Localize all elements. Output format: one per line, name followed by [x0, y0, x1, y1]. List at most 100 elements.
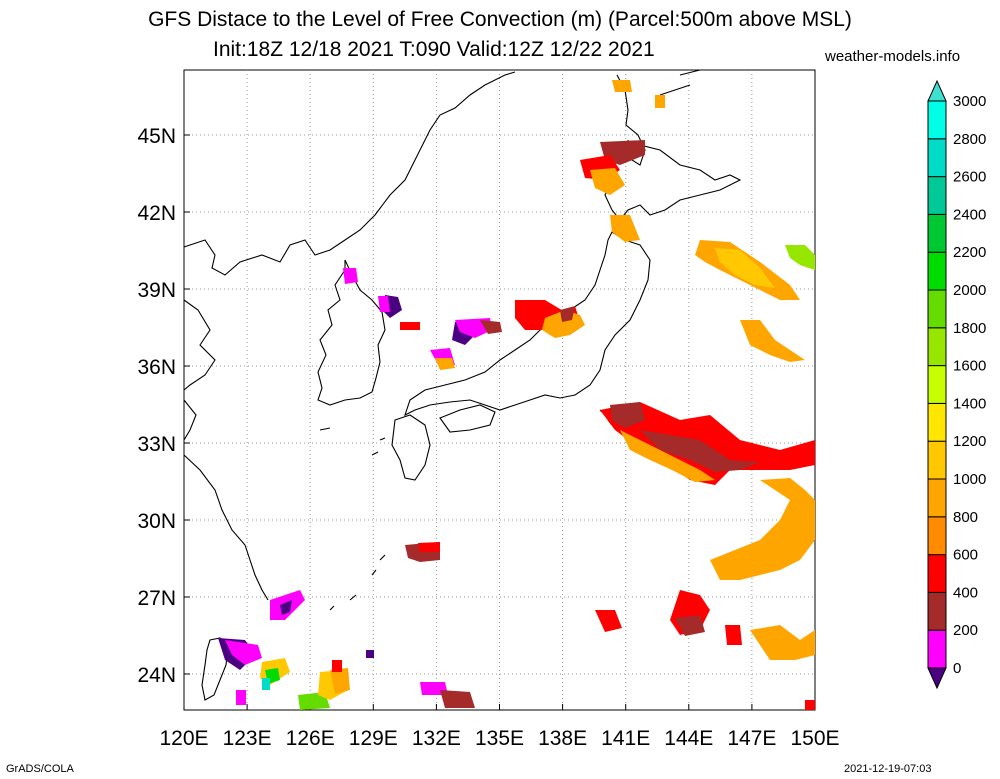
colorbar-swatch	[927, 327, 947, 367]
lon-label: 123E	[223, 727, 272, 750]
colorbar-swatch	[927, 554, 947, 593]
colorbar-high-arrow	[927, 79, 947, 102]
lon-label: 129E	[349, 727, 398, 750]
lon-label: 150E	[790, 727, 839, 750]
field-purple-4	[280, 600, 292, 615]
colorbar-label: 1400	[953, 395, 986, 412]
colorbar-label: 2800	[953, 131, 986, 148]
field-red-5	[805, 700, 815, 710]
colorbar-swatch	[927, 289, 947, 329]
latitude-labels: 45N 42N 39N 36N 33N 30N 27N 24N	[137, 125, 176, 687]
field-orange-12	[330, 668, 350, 694]
colorbar-swatch	[927, 100, 947, 140]
field-purple-5	[366, 650, 374, 658]
longitude-labels: 120E 123E 126E 129E 132E 135E 138E 141E 144E 147E…	[159, 727, 839, 750]
field-orange-2	[740, 320, 805, 362]
colorbar-label: 200	[953, 622, 978, 639]
field-brown-4	[560, 306, 575, 322]
lon-label: 126E	[286, 727, 335, 750]
colorbar-label: 400	[953, 584, 978, 601]
lat-label: 36N	[137, 356, 176, 379]
lon-label: 120E	[159, 727, 208, 750]
colorbar-label: 1000	[953, 471, 986, 488]
colorbar-swatch	[927, 365, 947, 404]
colorbar-label: 1800	[953, 320, 986, 337]
china-coast-2	[183, 399, 269, 601]
lfc-field	[218, 80, 815, 710]
colorbar-swatch	[927, 440, 947, 480]
colorbar-swatch	[927, 402, 947, 442]
colorbar-swatch	[927, 629, 947, 669]
colorbar-swatch	[927, 251, 947, 291]
field-magenta-8	[236, 690, 246, 705]
colorbar-label: 2600	[953, 169, 986, 186]
colorbar-label: 2200	[953, 244, 986, 261]
map-title: GFS Distace to the Level of Free Convect…	[148, 8, 852, 31]
field-cyan-1	[262, 678, 270, 690]
lat-label: 39N	[137, 279, 176, 302]
lat-label: 30N	[137, 510, 176, 533]
japan-west-islands	[319, 427, 386, 456]
sakhalin-coast	[616, 74, 646, 166]
field-red-7	[400, 322, 420, 330]
lat-label: 27N	[137, 587, 176, 610]
colorbar-swatch	[927, 213, 947, 253]
field-green-1	[785, 245, 815, 270]
field-orange-9	[610, 215, 640, 242]
field-orange-4	[710, 478, 815, 580]
kyushu-coast	[391, 414, 431, 481]
field-orange-5	[750, 625, 815, 660]
lon-label: 135E	[475, 727, 524, 750]
colorbar-label: 1600	[953, 358, 986, 375]
lat-label: 24N	[137, 664, 176, 687]
field-brown-2	[640, 430, 760, 472]
mainland-coast	[183, 71, 516, 276]
colorbar-swatch	[927, 516, 947, 556]
footer-left: GrADS/COLA	[6, 763, 74, 775]
credit-label: weather-models.info	[825, 48, 961, 65]
colorbar-swatch	[927, 478, 947, 518]
colorbar-low-arrow	[927, 667, 947, 690]
field-magenta-4	[343, 268, 358, 284]
field-orange-6	[542, 310, 585, 338]
field-red-9	[418, 542, 440, 552]
footer-right: 2021-12-19-07:03	[844, 763, 932, 775]
colorbar-label: 0	[953, 660, 961, 677]
field-orange-3	[620, 430, 715, 482]
colorbar-swatch	[927, 176, 947, 215]
colorbar-label: 3000	[953, 93, 986, 110]
field-brown-3	[675, 615, 705, 636]
field-orange-11	[655, 95, 665, 108]
lon-label: 147E	[727, 727, 776, 750]
lon-label: 144E	[664, 727, 713, 750]
lat-label: 45N	[137, 125, 176, 148]
field-orange-10	[612, 80, 632, 92]
colorbar-label: 800	[953, 509, 978, 526]
russia-coast	[659, 69, 701, 96]
field-orange-8	[590, 168, 625, 195]
field-brown-8	[440, 690, 475, 708]
field-brown-1	[610, 402, 645, 428]
colorbar-swatch	[927, 591, 947, 631]
field-red-3	[595, 610, 622, 632]
lon-label: 141E	[601, 727, 650, 750]
field-red-10	[332, 660, 342, 672]
ryukyu-islands	[329, 554, 386, 611]
china-coast-south	[183, 299, 216, 391]
colorbar-label: 2000	[953, 282, 986, 299]
field-red-4	[725, 625, 742, 645]
colorbar-label: 1200	[953, 433, 986, 450]
colorbar-label: 600	[953, 547, 978, 564]
field-magenta-5	[225, 640, 262, 665]
field-red-1	[600, 402, 815, 485]
field-orange-7	[435, 358, 455, 370]
lon-label: 138E	[538, 727, 587, 750]
field-brown-5	[480, 320, 502, 334]
shikoku-coast	[439, 404, 496, 433]
colorbar: 0 200 400 600 800 1000 1200 1400 1600 1800 2000 220…	[927, 79, 986, 690]
lat-label: 42N	[137, 202, 176, 225]
colorbar-label: 2400	[953, 206, 986, 223]
map-subtitle: Init:18Z 12/18 2021 T:090 Valid:12Z 12/2…	[213, 38, 655, 61]
field-yellow-1	[715, 248, 775, 288]
